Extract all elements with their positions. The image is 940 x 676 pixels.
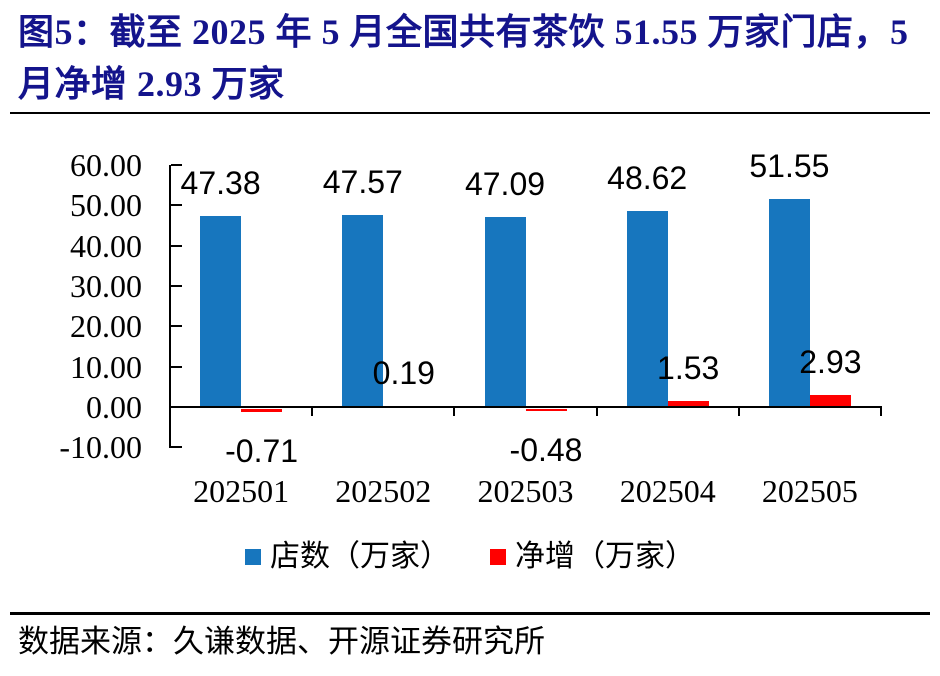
bar-net-increase	[809, 395, 851, 407]
figure-title: 图5：截至 2025 年 5 月全国共有茶饮 51.55 万家门店，5 月净增 …	[18, 6, 930, 110]
bar-store-count	[484, 217, 526, 407]
bar-value-label-store-count: 51.55	[749, 148, 830, 185]
x-axis-label: 202505	[761, 473, 858, 509]
y-axis-label: 50.00	[70, 187, 142, 224]
x-axis-label: 202501	[193, 473, 290, 509]
x-axis-tick	[880, 407, 882, 416]
x-axis-tick	[311, 407, 314, 416]
bar-value-label-store-count: 47.57	[322, 164, 403, 201]
footer-divider	[10, 612, 930, 615]
title-divider	[10, 112, 930, 114]
y-axis-label: 30.00	[70, 268, 142, 304]
y-axis-tick	[171, 365, 182, 368]
bar-net-increase	[241, 409, 283, 412]
x-axis-label: 202503	[477, 473, 574, 509]
legend-swatch-icon	[245, 549, 261, 565]
y-axis-tick	[171, 446, 182, 449]
bar-store-count	[626, 210, 668, 407]
bar-value-label-store-count: 48.62	[607, 159, 688, 196]
bar-value-label-net-increase: 1.53	[657, 349, 720, 386]
legend-label: 净增（万家）	[515, 540, 695, 573]
bar-chart: 60.00 50.00 40.00 30.00 20.00 10.00 0.00 -10.00…	[0, 130, 940, 530]
bar-value-label-store-count: 47.38	[180, 164, 261, 201]
bar-store-count	[768, 199, 810, 407]
bar-value-label-net-increase: 2.93	[799, 344, 862, 381]
y-axis-tick	[171, 285, 182, 287]
y-axis-tick	[171, 325, 182, 328]
x-axis-tick	[595, 407, 598, 416]
bar-store-count	[342, 215, 384, 407]
legend-item-store-count: 店数（万家）	[245, 540, 450, 574]
data-source-note: 数据来源：久谦数据、开源证券研究所	[18, 624, 545, 659]
y-axis-label: 0.00	[86, 389, 142, 425]
bar-store-count	[200, 215, 242, 407]
x-axis-label: 202502	[335, 473, 432, 509]
bar-value-label-net-increase: -0.48	[509, 431, 583, 468]
y-axis-line	[169, 165, 171, 449]
y-axis-label: -10.00	[59, 429, 142, 466]
y-axis-label: 40.00	[70, 227, 142, 264]
y-axis-label: 60.00	[70, 147, 142, 183]
x-axis-zero-line	[169, 406, 882, 408]
y-axis-label: 10.00	[70, 348, 142, 385]
x-axis-tick	[737, 407, 740, 416]
legend-swatch-icon	[490, 549, 506, 565]
figure-title-line2: 月净增 2.93 万家	[18, 64, 285, 104]
legend-item-net-increase: 净增（万家）	[490, 540, 695, 574]
y-axis-tick	[171, 244, 182, 247]
bar-value-label-store-count: 47.09	[464, 166, 546, 203]
bar-value-label-net-increase: 0.19	[372, 355, 435, 392]
x-axis-tick	[453, 407, 456, 416]
y-axis-label: 20.00	[70, 308, 142, 345]
figure-title-line1: 图5：截至 2025 年 5 月全国共有茶饮 51.55 万家门店，5	[18, 12, 909, 52]
bar-net-increase	[525, 409, 567, 411]
chart-legend: 店数（万家） 净增（万家）	[5, 540, 935, 574]
legend-label: 店数（万家）	[270, 540, 450, 573]
y-axis-tick	[171, 204, 182, 207]
bar-value-label-net-increase: -0.71	[225, 432, 299, 469]
x-axis-label: 202504	[619, 473, 716, 509]
bar-net-increase	[667, 400, 709, 407]
y-axis-tick	[171, 164, 182, 166]
